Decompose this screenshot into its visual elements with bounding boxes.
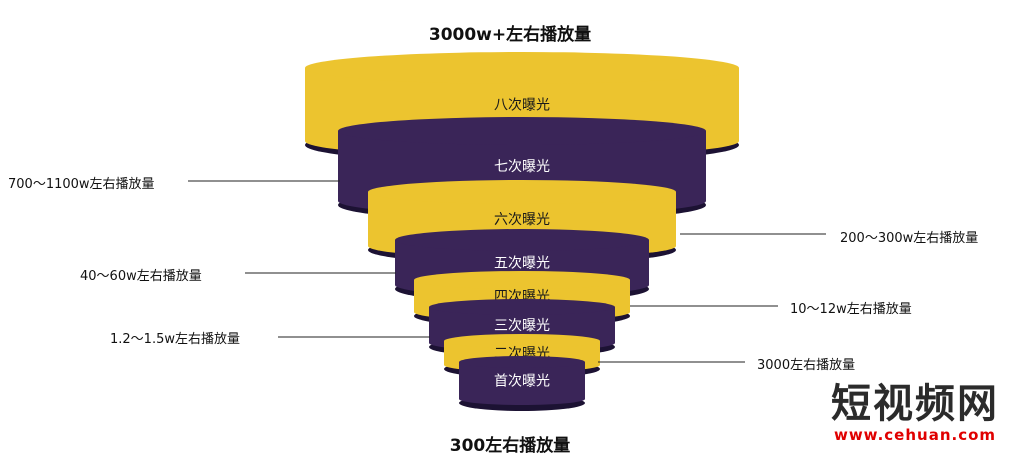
annotation-level-5: 40～60w左右播放量	[80, 269, 202, 284]
annotation-level-7: 700～1100w左右播放量	[8, 177, 155, 192]
layer-top	[305, 52, 739, 84]
top-title: 3000w+左右播放量	[428, 25, 592, 45]
layer-top	[414, 271, 630, 289]
funnel-layer: 首次曝光	[459, 356, 585, 411]
bottom-title: 300左右播放量	[449, 436, 571, 456]
layer-label: 六次曝光	[494, 212, 550, 228]
watermark-logo-text: 短视频网	[831, 380, 999, 427]
layer-top	[444, 334, 600, 348]
layer-label: 三次曝光	[494, 318, 550, 334]
layer-top	[395, 229, 649, 251]
layer-label: 首次曝光	[494, 374, 550, 390]
annotation-level-6: 200～300w左右播放量	[840, 231, 979, 246]
watermark: 短视频网 www.cehuan.com	[820, 380, 1010, 445]
layer-top	[459, 356, 585, 368]
layer-label: 八次曝光	[494, 98, 550, 114]
annotation-level-3: 1.2～1.5w左右播放量	[110, 332, 240, 347]
layer-top	[368, 180, 676, 204]
layer-label: 五次曝光	[494, 256, 550, 272]
annotation-level-4: 10～12w左右播放量	[790, 302, 912, 317]
watermark-url: www.cehuan.com	[833, 426, 997, 444]
layer-top	[429, 299, 615, 315]
layer-body	[459, 362, 585, 405]
annotation-level-2: 3000左右播放量	[757, 358, 856, 373]
layer-top	[338, 117, 706, 145]
layer-label: 七次曝光	[494, 159, 550, 175]
